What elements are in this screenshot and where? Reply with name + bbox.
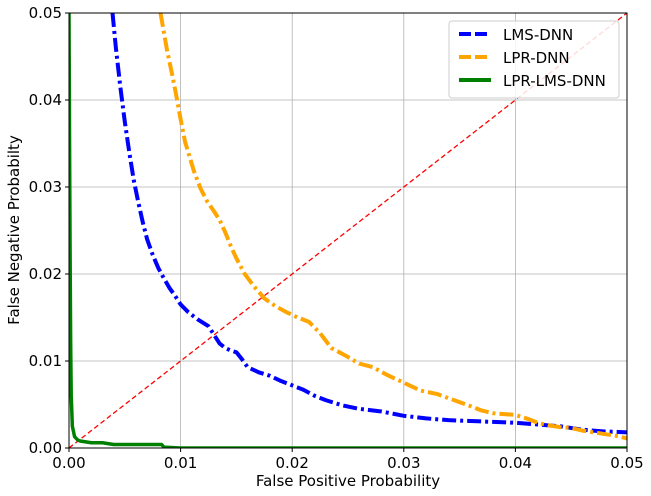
- legend-label-lpr-lms-dnn: LPR-LMS-DNN: [503, 72, 606, 90]
- y-tick-label: 0.04: [29, 91, 62, 109]
- series-line-lms-dnn: [110, 13, 627, 435]
- y-tick-labels: 0.00 0.01 0.02 0.03 0.04 0.05: [29, 4, 62, 457]
- y-tick-label: 0.02: [29, 265, 62, 283]
- x-tick-label: 0.00: [52, 454, 85, 472]
- legend-label-lpr-dnn: LPR-DNN: [503, 49, 570, 67]
- x-axis-label: False Positive Probability: [256, 472, 440, 490]
- y-tick-marks: [65, 12, 69, 449]
- legend-label-lms-dnn: LMS-DNN: [503, 26, 573, 44]
- plot-area: [69, 13, 627, 448]
- series-line-lpr-lms-dnn: [69, 13, 627, 448]
- legend: LMS-DNN LPR-DNN LPR-LMS-DNN: [448, 20, 620, 99]
- x-tick-label: 0.03: [387, 454, 420, 472]
- series-line-lpr-dnn: [158, 13, 627, 441]
- x-tick-label: 0.05: [610, 454, 643, 472]
- x-tick-label: 0.01: [164, 454, 197, 472]
- y-tick-label: 0.03: [29, 178, 62, 196]
- y-tick-label: 0.05: [29, 4, 62, 22]
- reference-diagonal-line: [69, 13, 627, 448]
- axes-frame: [68, 12, 628, 449]
- x-tick-label: 0.02: [275, 454, 308, 472]
- x-tick-labels: 0.00 0.01 0.02 0.03 0.04 0.05: [52, 454, 643, 472]
- x-tick-label: 0.04: [499, 454, 532, 472]
- x-tick-marks: [68, 448, 628, 452]
- y-axis-label: False Negative Probabilty: [5, 135, 23, 325]
- y-tick-label: 0.01: [29, 352, 62, 370]
- legend-box: [448, 20, 620, 99]
- y-tick-label: 0.00: [29, 439, 62, 457]
